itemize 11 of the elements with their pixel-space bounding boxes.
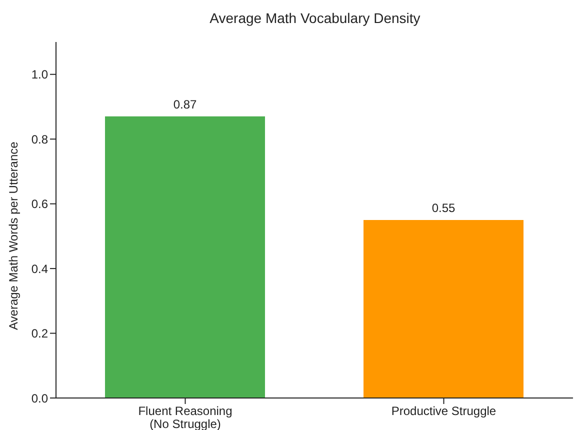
y-axis-title: Average Math Words per Utterance xyxy=(6,141,20,330)
y-tick-label: 0.6 xyxy=(31,197,48,212)
chart-title: Average Math Vocabulary Density xyxy=(208,10,422,26)
y-tick-label: 0.0 xyxy=(31,391,48,406)
x-tick-label: Productive Struggle xyxy=(391,404,496,418)
data-label: 0.55 xyxy=(432,201,456,215)
y-tick-label: 0.2 xyxy=(31,326,48,341)
y-tick-label: 0.4 xyxy=(31,262,48,276)
y-tick-label: 0.8 xyxy=(31,132,48,146)
y-tick-label: 1.0 xyxy=(31,68,48,82)
data-label: 0.87 xyxy=(173,97,197,112)
